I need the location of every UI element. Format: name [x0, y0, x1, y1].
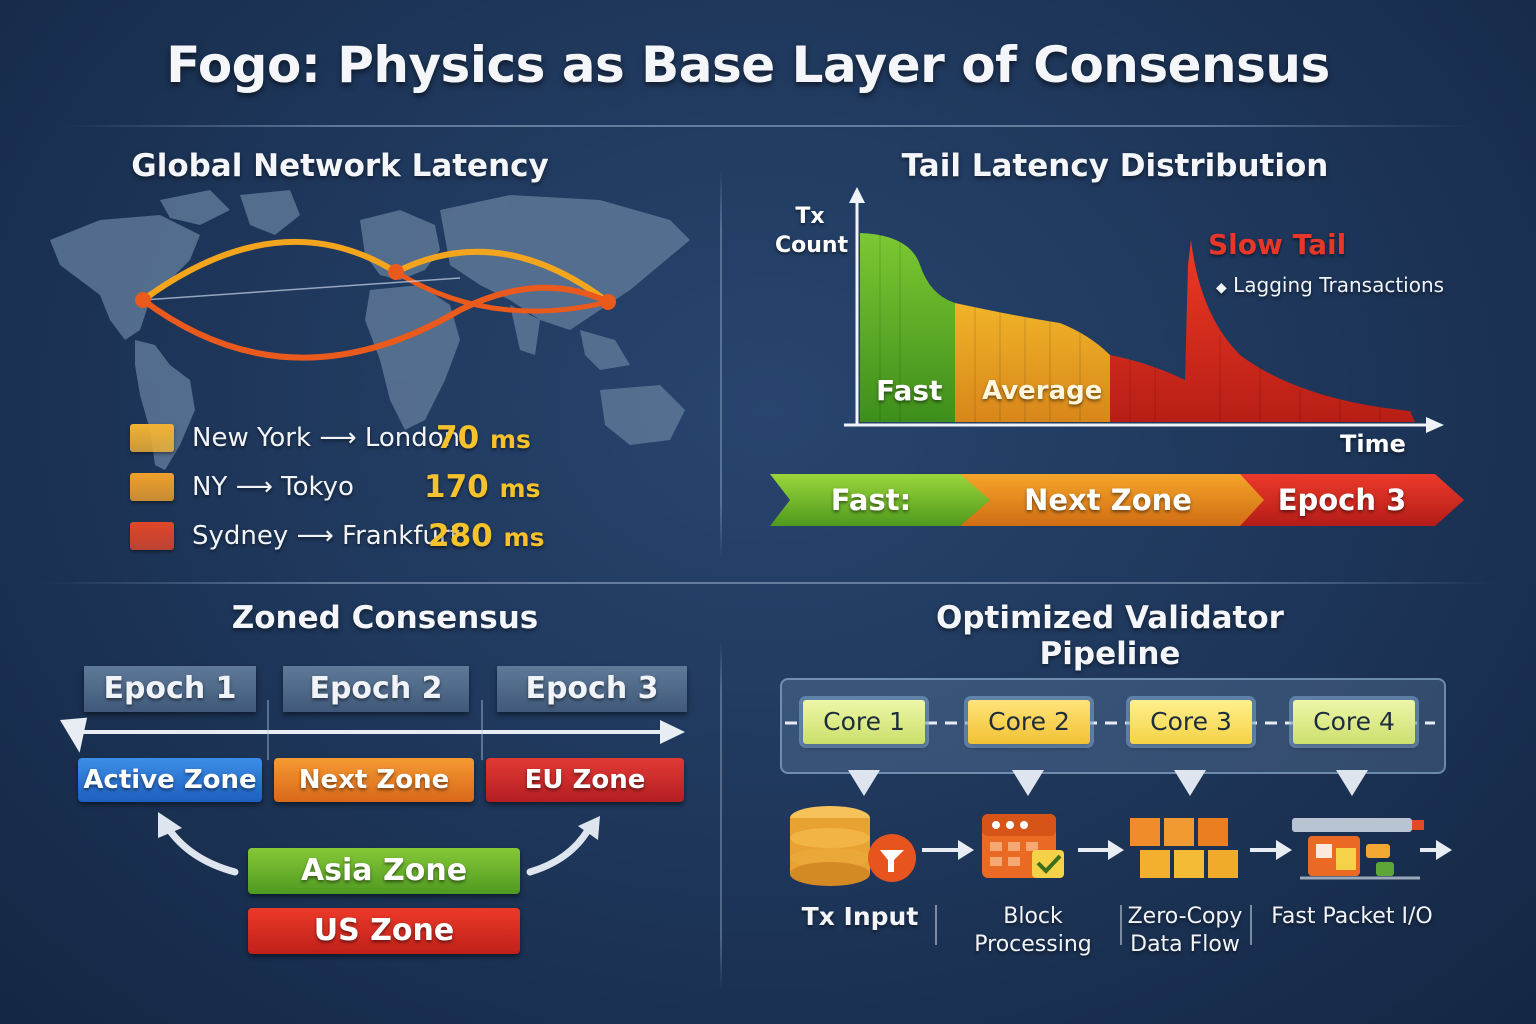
- epoch-2-chip: Epoch 2: [283, 666, 469, 712]
- fast-region: [860, 233, 955, 422]
- active-zone-chip: Active Zone: [78, 758, 262, 802]
- next-zone-chip: Next Zone: [274, 758, 474, 802]
- banner-label-epoch-3: Epoch 3: [1277, 483, 1407, 517]
- core-3-chip: Core 3: [1130, 700, 1252, 744]
- latency-legend: New York ⟶ London 70 ms NY ⟶ Tokyo 170 m…: [130, 418, 544, 556]
- bottom-vertical-divider: [720, 640, 722, 990]
- banner-label-fast: Fast:: [830, 483, 912, 517]
- core-2-chip: Core 2: [968, 700, 1090, 744]
- eu-zone-chip: EU Zone: [486, 758, 684, 802]
- latency-value: 170 ms: [424, 469, 541, 505]
- core-4-chip: Core 4: [1293, 700, 1415, 744]
- bullet-icon: ◆: [1216, 280, 1227, 296]
- banner-segment-green: [770, 474, 990, 526]
- slow-tail-label: Slow Tail: [1208, 228, 1347, 261]
- route-label: NY ⟶ Tokyo: [192, 472, 354, 502]
- packet-io-icon: [1292, 818, 1424, 880]
- latency-swatch: [130, 473, 174, 501]
- curve-arrow-right-head: [578, 816, 600, 840]
- route-arc-lower: [394, 269, 609, 314]
- latency-row: Sydney ⟶ Frankfurt 280 ms: [130, 516, 544, 556]
- x-axis-arrow: [1426, 417, 1444, 433]
- latency-value: 280 ms: [428, 518, 545, 554]
- banner-segment-red: [1230, 474, 1464, 526]
- calendar-block-icon: [982, 814, 1064, 878]
- lagging-label: ◆ Lagging Transactions: [1216, 273, 1444, 297]
- stage-label-zero-copy: Zero-Copy Data Flow: [1124, 903, 1246, 959]
- slow-tail-region: [1110, 240, 1415, 422]
- funnel-3: [1174, 770, 1206, 796]
- pipeline-stage-icons: [790, 806, 1452, 886]
- latency-row: New York ⟶ London 70 ms: [130, 418, 544, 458]
- title-divider: [60, 125, 1476, 127]
- stage-separator: [1250, 905, 1252, 945]
- stage-label-zero-copy-line2: Data Flow: [1130, 932, 1240, 957]
- latency-value: 70 ms: [436, 420, 531, 456]
- funnel-2: [1012, 770, 1044, 796]
- database-icon: [790, 806, 916, 886]
- zoned-section-title: Zoned Consensus: [231, 600, 539, 636]
- timeline-right-arrow: [660, 720, 685, 744]
- core-1-chip: Core 1: [803, 700, 925, 744]
- epoch-1-chip: Epoch 1: [84, 666, 256, 712]
- fast-region-label: Fast: [876, 374, 943, 407]
- latency-row: NY ⟶ Tokyo 170 ms: [130, 467, 544, 507]
- y-axis-label-line1: Tx: [795, 204, 825, 229]
- stage-label-block-processing: Block Processing: [974, 904, 1092, 957]
- route-label: New York ⟶ London: [192, 423, 461, 453]
- funnel-1: [848, 770, 880, 796]
- route-arc-ny-tokyo: [141, 284, 610, 361]
- curve-arrow-left: [164, 824, 239, 876]
- data-blocks-icon: [1130, 818, 1238, 878]
- tail-latency-chart: [844, 187, 1444, 433]
- route-arc-ny-london: [141, 238, 398, 303]
- banner-label-next-zone: Next Zone: [1024, 483, 1192, 517]
- node-london: [388, 264, 404, 280]
- asia-zone-chip: Asia Zone: [248, 848, 520, 894]
- average-region: [955, 303, 1110, 422]
- world-map: [50, 190, 690, 470]
- funnel-4: [1336, 770, 1368, 796]
- node-new-york: [135, 292, 151, 308]
- core-connectors: [785, 721, 1435, 796]
- curve-arrow-left-head: [158, 812, 182, 838]
- x-axis-label: Time: [1340, 430, 1406, 458]
- epoch-3-chip: Epoch 3: [497, 666, 687, 712]
- stage-label-zero-copy-line1: Zero-Copy: [1127, 904, 1243, 929]
- stage-separator: [1120, 905, 1122, 945]
- us-zone-chip: US Zone: [248, 908, 520, 954]
- y-axis-label: Tx Count: [775, 202, 849, 260]
- middle-divider: [40, 582, 1496, 584]
- page-title: Fogo: Physics as Base Layer of Consensus: [166, 36, 1330, 94]
- average-region-label: Average: [982, 376, 1103, 406]
- y-axis-arrow: [849, 187, 865, 203]
- timeline-left-arrow: [60, 717, 88, 753]
- latency-swatch: [130, 522, 174, 550]
- y-axis-label-line2: Count: [775, 233, 849, 258]
- lagging-label-text: Lagging Transactions: [1233, 273, 1445, 297]
- curve-arrow-right: [526, 826, 592, 876]
- speed-banner: [770, 474, 1464, 526]
- route-arc-london-tokyo: [394, 248, 610, 305]
- stage-label-packet-io: Fast Packet I/O: [1271, 904, 1433, 929]
- stage-label-tx-input: Tx Input: [801, 902, 919, 931]
- route-label: Sydney ⟶ Frankfurt: [192, 521, 460, 551]
- latency-swatch: [130, 424, 174, 452]
- latency-section-title: Global Network Latency: [131, 148, 549, 184]
- top-vertical-divider: [720, 170, 722, 560]
- node-tokyo: [600, 294, 616, 310]
- stage-separator: [935, 905, 937, 945]
- tail-section-title: Tail Latency Distribution: [901, 148, 1329, 184]
- banner-segment-orange: [960, 474, 1264, 526]
- zone-arrows: [60, 700, 685, 876]
- pipeline-section-title: Optimized Validator Pipeline: [936, 600, 1284, 672]
